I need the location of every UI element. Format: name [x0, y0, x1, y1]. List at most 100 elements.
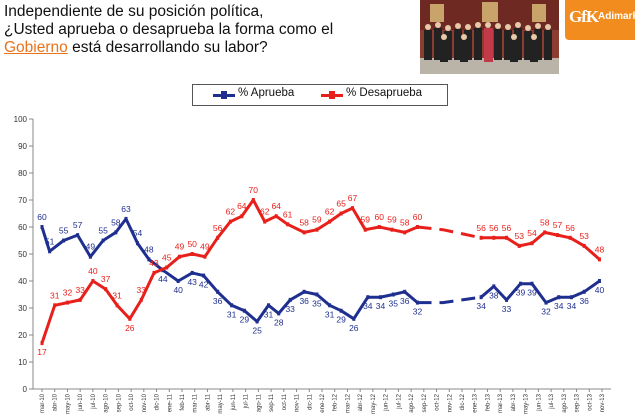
x-tick-label: feb-13 — [485, 393, 491, 411]
series-1-point — [139, 297, 143, 302]
series-0-point — [479, 295, 483, 300]
data-label: 58 — [540, 217, 550, 227]
data-label: 43 — [149, 258, 159, 268]
x-tick-label: jul-12 — [396, 393, 402, 409]
x-tick-label: oct-10 — [129, 393, 135, 410]
data-label: 57 — [73, 220, 83, 230]
series-0-point — [519, 281, 523, 286]
x-tick-label: may-13 — [524, 393, 530, 414]
x-tick-label: jul-13 — [549, 393, 555, 409]
data-label: 32 — [413, 307, 423, 317]
series-0-point — [147, 257, 151, 262]
series-1-point — [530, 241, 534, 246]
legend-aprueba-label: % Aprueba — [238, 87, 295, 99]
x-tick-label: mar-10 — [40, 393, 46, 413]
series-1-point — [543, 230, 547, 235]
series-0-point — [366, 295, 370, 300]
series-0-point — [176, 279, 180, 283]
series-1-point — [251, 198, 255, 202]
series-0-point — [302, 289, 306, 294]
question-highlight[interactable]: Gobierno — [4, 39, 68, 56]
data-label: 17 — [37, 347, 47, 357]
y-tick-label: 0 — [23, 385, 28, 394]
data-label: 70 — [249, 185, 259, 195]
data-label: 56 — [502, 223, 512, 233]
x-tick-label: abr-11 — [205, 393, 211, 411]
data-label: 63 — [121, 204, 131, 214]
x-tick-label: jul-11 — [244, 393, 250, 409]
series-0-point — [114, 230, 118, 235]
series-1-point — [152, 270, 156, 275]
series-1-point — [53, 303, 57, 308]
x-tick-label: may-10 — [65, 393, 71, 414]
data-label: 58 — [111, 217, 121, 227]
data-label: 38 — [489, 290, 499, 300]
x-tick-label: nov-12 — [447, 393, 453, 412]
series-1-point — [377, 225, 381, 229]
data-label: 62 — [260, 207, 270, 217]
series-1-point — [479, 235, 483, 240]
data-label: 59 — [387, 215, 397, 225]
x-tick-label: ene-13 — [473, 393, 479, 412]
data-label: 31 — [325, 309, 335, 319]
data-label: 64 — [271, 201, 281, 211]
x-tick-label: sep-13 — [575, 393, 581, 412]
series-0-point — [48, 249, 52, 254]
data-label: 55 — [98, 226, 108, 236]
data-label: 53 — [515, 231, 525, 241]
data-label: 31 — [264, 309, 274, 319]
data-label: 60 — [375, 212, 385, 222]
data-label: 34 — [376, 301, 386, 311]
x-tick-label: ago-11 — [256, 393, 262, 412]
series-1-point — [302, 230, 306, 235]
x-tick-label: jul-10 — [91, 393, 97, 409]
y-tick-label: 30 — [18, 304, 27, 313]
series-0-point — [277, 311, 281, 316]
series-0-point — [255, 319, 259, 324]
series-1-point — [568, 235, 572, 240]
series-1-point — [351, 206, 355, 211]
data-label: 26 — [349, 323, 359, 333]
series-1-point — [165, 265, 169, 270]
series-1-point — [216, 235, 220, 240]
series-0-point — [415, 300, 419, 305]
series-1-point — [40, 341, 44, 346]
data-label: 57 — [553, 220, 563, 230]
legend-desaprueba-swatch — [321, 91, 343, 99]
data-label: 60 — [37, 212, 47, 222]
data-label: 59 — [312, 215, 322, 225]
series-0-point — [88, 254, 92, 259]
data-label: 44 — [158, 274, 168, 284]
data-label: 39 — [516, 288, 526, 298]
data-label: 54 — [133, 228, 143, 238]
x-tick-label: mar-12 — [345, 393, 351, 413]
question-line-2: ¿Usted aprueba o desaprueba la forma com… — [4, 21, 334, 38]
data-label: 33 — [502, 304, 512, 314]
data-label: 48 — [595, 244, 605, 254]
series-0-point — [124, 216, 128, 221]
series-1-point — [203, 254, 207, 259]
series-1-point — [517, 243, 521, 248]
series-0-point — [328, 303, 332, 308]
data-label: 56 — [213, 223, 223, 233]
data-label: 49 — [86, 242, 96, 252]
series-0-point — [135, 241, 139, 246]
series-0-point — [101, 238, 105, 243]
series-1-point — [78, 297, 82, 302]
series-0-point — [557, 295, 561, 300]
series-1-point — [240, 214, 244, 219]
x-tick-label: jun-10 — [78, 393, 84, 411]
data-label: 60 — [413, 212, 423, 222]
data-label: 45 — [162, 253, 172, 263]
y-tick-label: 10 — [18, 358, 27, 367]
data-label: 34 — [554, 301, 564, 311]
y-tick-label: 60 — [18, 223, 27, 232]
x-tick-label: feb-12 — [333, 393, 339, 411]
data-label: 62 — [226, 207, 236, 217]
series-1-point — [315, 227, 319, 232]
question-line-1: Independiente de su posición política, — [4, 3, 264, 20]
x-tick-label: dic-10 — [155, 393, 161, 410]
series-1-point — [177, 254, 181, 259]
x-tick-label: abr-12 — [358, 393, 364, 411]
y-tick-label: 100 — [14, 115, 28, 124]
